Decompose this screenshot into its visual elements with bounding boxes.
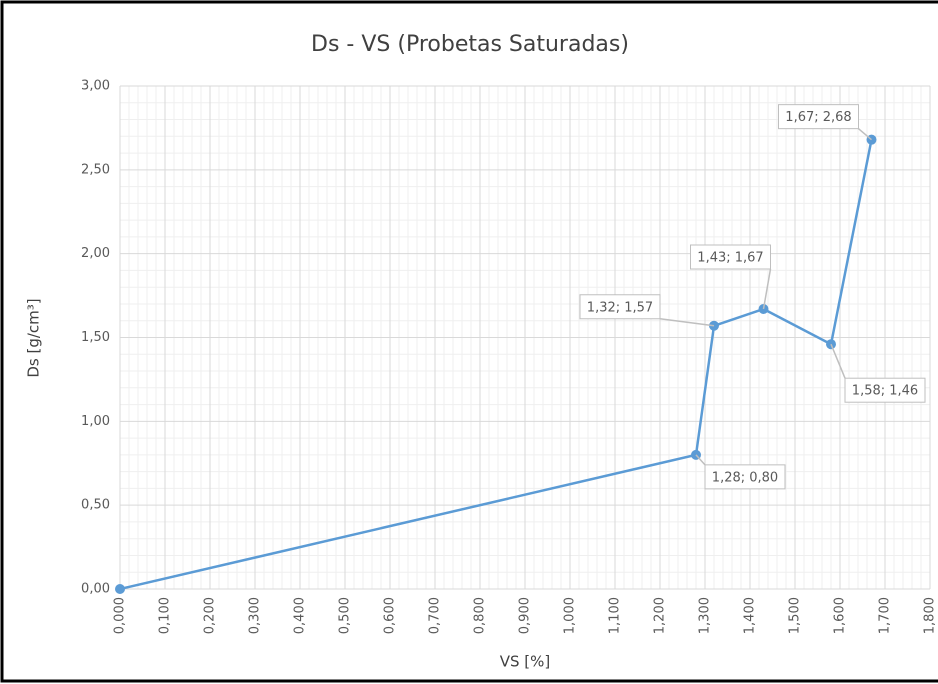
y-tick-label: 0,00 (81, 582, 110, 597)
data-label: 1,32; 1,57 (587, 300, 653, 315)
chart-title: Ds - VS (Probetas Saturadas) (311, 32, 629, 57)
data-label-group: 1,28; 0,80 (695, 454, 786, 490)
leader-line (695, 454, 706, 466)
leader-line (858, 128, 872, 141)
series-line (119, 139, 873, 591)
y-tick-label: 3,00 (81, 79, 110, 94)
data-label: 1,58; 1,46 (852, 384, 918, 399)
x-tick-label: 1,300 (698, 597, 713, 634)
x-tick-label: 1,400 (743, 597, 758, 634)
x-tick-label: 1,600 (833, 597, 848, 634)
x-tick-label: 0,100 (158, 597, 173, 634)
data-label-group: 1,58; 1,46 (830, 343, 926, 403)
data-label-box (579, 294, 661, 320)
data-label-group: 1,67; 2,68 (778, 104, 872, 141)
y-tick-label: 1,00 (81, 414, 110, 429)
data-label: 1,28; 0,80 (712, 470, 778, 485)
x-tick-label: 1,800 (923, 597, 938, 634)
x-tick-label: 0,600 (383, 597, 398, 634)
data-label-box (704, 464, 786, 490)
x-tick-label: 0,900 (518, 597, 533, 634)
x-tick-label: 0,000 (113, 597, 128, 634)
data-label-box (844, 377, 926, 403)
y-axis-title: Ds [g/cm³] (25, 298, 43, 377)
x-tick-label: 1,100 (608, 597, 623, 634)
x-tick-label: 0,500 (338, 597, 353, 634)
x-tick-label: 1,700 (878, 597, 893, 634)
x-tick-label: 1,200 (653, 597, 668, 634)
data-label-group: 1,43; 1,67 (690, 244, 772, 310)
y-tick-label: 2,50 (81, 162, 110, 177)
x-tick-label: 0,800 (473, 597, 488, 634)
data-label-group: 1,32; 1,57 (579, 294, 715, 327)
leader-line (762, 268, 772, 310)
x-axis-title: VS [%] (500, 653, 551, 671)
data-label: 1,43; 1,67 (697, 250, 763, 265)
y-tick-label: 2,00 (81, 246, 110, 261)
x-tick-label: 1,000 (563, 597, 578, 634)
x-tick-label: 0,200 (203, 597, 218, 634)
leader-line (830, 343, 846, 379)
leader-line (659, 318, 715, 327)
x-tick-label: 1,500 (788, 597, 803, 634)
data-label-box (778, 104, 859, 130)
data-label: 1,67; 2,68 (785, 110, 851, 125)
y-tick-label: 1,50 (81, 330, 110, 345)
data-point (115, 584, 125, 594)
x-tick-label: 0,700 (428, 597, 443, 634)
x-tick-label: 0,400 (293, 597, 308, 634)
x-tick-label: 0,300 (248, 597, 263, 634)
y-tick-label: 0,50 (81, 498, 110, 513)
data-label-box (690, 244, 771, 270)
